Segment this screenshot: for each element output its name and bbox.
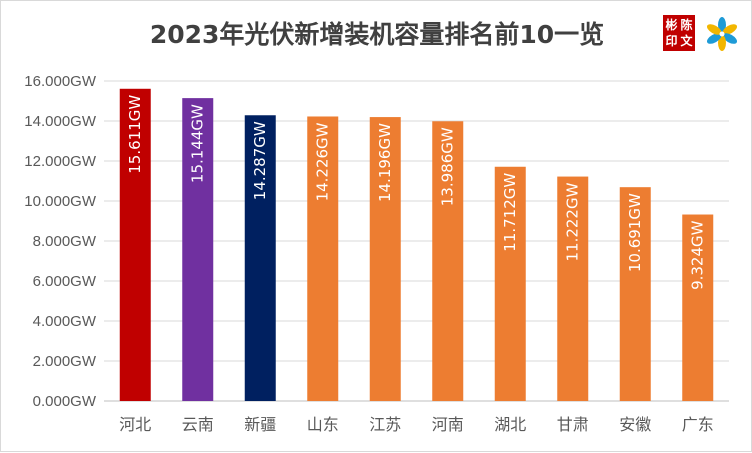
data-label: 10.691GW [626, 193, 644, 272]
data-label: 11.222GW [564, 182, 582, 261]
data-label: 11.712GW [501, 173, 519, 252]
chart-title: 2023年光伏新增装机容量排名前10一览 [149, 20, 605, 49]
x-tick-label: 河南 [432, 415, 464, 434]
x-tick-label: 山东 [307, 415, 339, 434]
y-tick-label: 16.000GW [24, 73, 97, 90]
x-tick-label: 江苏 [369, 415, 401, 434]
data-label: 13.986GW [439, 127, 457, 206]
bar [682, 214, 714, 401]
bar [307, 116, 339, 401]
y-tick-label: 10.000GW [24, 193, 97, 210]
pinwheel-logo-icon [706, 17, 738, 51]
y-tick-label: 2.000GW [33, 353, 97, 370]
seal-stamp: 彬 陈 印 文 [663, 15, 695, 51]
y-tick-label: 0.000GW [33, 393, 97, 410]
x-tick-label: 湖北 [494, 415, 526, 434]
data-label: 14.226GW [314, 122, 332, 201]
y-tick-label: 8.000GW [33, 233, 97, 250]
bar [244, 115, 276, 401]
data-label: 15.144GW [189, 104, 207, 183]
seal-char: 印 [665, 34, 678, 48]
x-tick-label: 河北 [119, 415, 151, 434]
bar [119, 88, 151, 401]
data-label: 15.611GW [126, 95, 144, 174]
x-tick-label: 云南 [182, 415, 214, 434]
x-tick-label: 甘肃 [557, 415, 589, 434]
bar [494, 166, 526, 401]
bar [557, 176, 589, 401]
seal-char: 彬 [665, 18, 678, 32]
data-label: 14.287GW [251, 121, 269, 200]
bar [619, 187, 651, 401]
seal-char: 陈 [680, 18, 693, 32]
data-label: 14.196GW [376, 123, 394, 202]
x-tick-label: 广东 [682, 415, 714, 434]
y-tick-label: 6.000GW [33, 273, 97, 290]
x-tick-label: 新疆 [244, 415, 276, 434]
bar [182, 98, 214, 402]
seal-char: 文 [680, 34, 693, 48]
y-tick-label: 14.000GW [24, 113, 97, 130]
y-tick-label: 4.000GW [33, 313, 97, 330]
bar [432, 121, 464, 401]
bar [369, 117, 401, 401]
x-tick-label: 安徽 [619, 415, 651, 434]
y-tick-label: 12.000GW [24, 153, 97, 170]
data-label: 9.324GW [689, 220, 707, 290]
